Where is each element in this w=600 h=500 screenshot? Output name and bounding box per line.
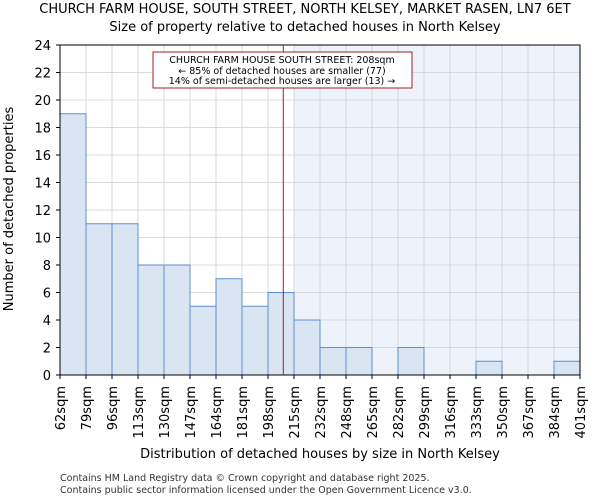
annotation-line-2: ← 85% of detached houses are smaller (77… xyxy=(178,66,385,77)
y-tick-label: 18 xyxy=(34,122,51,137)
x-tick-label: 79sqm xyxy=(80,386,95,430)
bar xyxy=(475,360,503,376)
x-tick-label: 232sqm xyxy=(314,386,329,439)
annotation-frame xyxy=(152,51,413,89)
bar xyxy=(59,113,87,376)
bar xyxy=(85,223,113,376)
annotation-box: CHURCH FARM HOUSE SOUTH STREET: 208sqm ←… xyxy=(152,51,413,89)
bar xyxy=(215,278,243,376)
y-tick-label: 0 xyxy=(43,369,51,384)
x-tick-label: 113sqm xyxy=(132,386,147,439)
x-tick-label: 215sqm xyxy=(288,386,303,439)
y-tick-label: 4 xyxy=(43,314,51,329)
y-tick-label: 24 xyxy=(34,39,51,54)
bar xyxy=(267,292,295,376)
x-tick-label: 198sqm xyxy=(262,386,277,439)
x-tick-label: 316sqm xyxy=(444,386,459,439)
annotation-line-3: 14% of semi-detached houses are larger (… xyxy=(169,76,396,87)
bar xyxy=(345,347,373,376)
bar xyxy=(553,360,581,376)
x-tick-label: 62sqm xyxy=(54,386,69,430)
footer-copyright: Contains HM Land Registry data © Crown c… xyxy=(60,473,430,484)
y-axis-title: Number of detached properties xyxy=(2,107,17,312)
x-tick-label: 350sqm xyxy=(496,386,511,439)
y-tick-label: 12 xyxy=(34,204,51,219)
x-tick-label: 265sqm xyxy=(366,386,381,439)
x-tick-label: 181sqm xyxy=(236,386,251,439)
x-tick-label: 130sqm xyxy=(158,386,173,439)
x-tick-label: 299sqm xyxy=(418,386,433,439)
x-tick-label: 367sqm xyxy=(522,386,537,439)
bar xyxy=(111,223,139,376)
bar xyxy=(137,264,165,376)
x-tick-label: 333sqm xyxy=(470,386,485,439)
x-tick-label: 147sqm xyxy=(184,386,199,439)
x-tick-label: 96sqm xyxy=(106,386,121,430)
footer-licence: Contains public sector information licen… xyxy=(60,485,472,496)
x-axis: 62sqm 79sqm 96sqm 113sqm 130sqm 147sqm 164sqm 1… xyxy=(54,375,589,439)
y-tick-label: 6 xyxy=(43,287,51,302)
bar xyxy=(163,264,191,376)
x-tick-label: 401sqm xyxy=(574,386,589,439)
chart-title: CHURCH FARM HOUSE, SOUTH STREET, NORTH K… xyxy=(39,2,570,17)
bar xyxy=(319,347,347,376)
x-tick-label: 164sqm xyxy=(210,386,225,439)
bar xyxy=(189,305,217,376)
x-tick-label: 384sqm xyxy=(548,386,563,439)
x-axis-title: Distribution of detached houses by size … xyxy=(140,447,500,462)
y-tick-label: 20 xyxy=(34,94,51,109)
bar xyxy=(293,319,321,376)
annotation-line-1: CHURCH FARM HOUSE SOUTH STREET: 208sqm xyxy=(169,55,394,66)
y-tick-label: 10 xyxy=(34,232,51,247)
y-tick-label: 14 xyxy=(34,177,51,192)
bar xyxy=(397,347,425,376)
x-tick-label: 248sqm xyxy=(340,386,355,439)
bar xyxy=(241,305,269,376)
y-tick-label: 16 xyxy=(34,149,51,164)
y-tick-label: 8 xyxy=(43,259,51,274)
y-tick-label: 22 xyxy=(34,67,51,82)
y-tick-label: 2 xyxy=(43,342,51,357)
x-tick-label: 282sqm xyxy=(392,386,407,439)
chart-subtitle: Size of property relative to detached ho… xyxy=(109,20,501,35)
